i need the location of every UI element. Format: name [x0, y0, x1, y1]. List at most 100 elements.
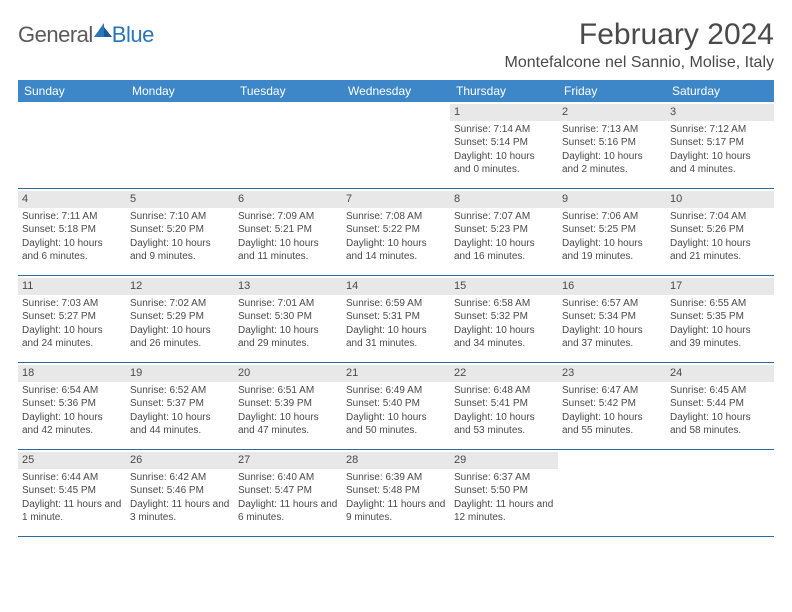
day-cell: 23Sunrise: 6:47 AMSunset: 5:42 PMDayligh… [558, 363, 666, 449]
daylight-text: Daylight: 10 hours and 14 minutes. [346, 237, 446, 264]
day-cell: 28Sunrise: 6:39 AMSunset: 5:48 PMDayligh… [342, 450, 450, 536]
day-number: 23 [562, 367, 574, 379]
day-cell: 11Sunrise: 7:03 AMSunset: 5:27 PMDayligh… [18, 276, 126, 362]
sunrise-text: Sunrise: 6:57 AM [562, 297, 662, 311]
sunrise-text: Sunrise: 6:49 AM [346, 384, 446, 398]
day-number: 11 [22, 280, 33, 292]
day-number: 24 [670, 367, 682, 379]
sunset-text: Sunset: 5:35 PM [670, 310, 770, 324]
day-number: 9 [562, 193, 568, 205]
day-cell: 27Sunrise: 6:40 AMSunset: 5:47 PMDayligh… [234, 450, 342, 536]
sunset-text: Sunset: 5:31 PM [346, 310, 446, 324]
day-number-row: 26 [126, 452, 234, 469]
calendar-page: General Blue February 2024 Montefalcone … [0, 0, 792, 547]
day-cell: 12Sunrise: 7:02 AMSunset: 5:29 PMDayligh… [126, 276, 234, 362]
daylight-text: Daylight: 10 hours and 58 minutes. [670, 411, 770, 438]
daylight-text: Daylight: 11 hours and 1 minute. [22, 498, 122, 525]
sunrise-text: Sunrise: 6:40 AM [238, 471, 338, 485]
daylight-text: Daylight: 11 hours and 9 minutes. [346, 498, 446, 525]
week-row: 25Sunrise: 6:44 AMSunset: 5:45 PMDayligh… [18, 450, 774, 537]
day-number-row: 12 [126, 278, 234, 295]
day-cell: 6Sunrise: 7:09 AMSunset: 5:21 PMDaylight… [234, 189, 342, 275]
daylight-text: Daylight: 10 hours and 24 minutes. [22, 324, 122, 351]
day-cell: 26Sunrise: 6:42 AMSunset: 5:46 PMDayligh… [126, 450, 234, 536]
daylight-text: Daylight: 10 hours and 2 minutes. [562, 150, 662, 177]
daylight-text: Daylight: 11 hours and 12 minutes. [454, 498, 554, 525]
day-number: 10 [670, 193, 682, 205]
day-number: 14 [346, 280, 358, 292]
day-number-row: 2 [558, 104, 666, 121]
daylight-text: Daylight: 10 hours and 50 minutes. [346, 411, 446, 438]
daylight-text: Daylight: 11 hours and 6 minutes. [238, 498, 338, 525]
daylight-text: Daylight: 10 hours and 55 minutes. [562, 411, 662, 438]
day-number: 15 [454, 280, 466, 292]
sunrise-text: Sunrise: 7:02 AM [130, 297, 230, 311]
daylight-text: Daylight: 10 hours and 21 minutes. [670, 237, 770, 264]
day-cell: 2Sunrise: 7:13 AMSunset: 5:16 PMDaylight… [558, 102, 666, 188]
day-cell [666, 450, 774, 536]
day-number: 27 [238, 454, 250, 466]
sunset-text: Sunset: 5:29 PM [130, 310, 230, 324]
sunset-text: Sunset: 5:26 PM [670, 223, 770, 237]
daylight-text: Daylight: 10 hours and 42 minutes. [22, 411, 122, 438]
dow-fri: Friday [558, 80, 666, 102]
daylight-text: Daylight: 10 hours and 6 minutes. [22, 237, 122, 264]
location-label: Montefalcone nel Sannio, Molise, Italy [505, 54, 774, 72]
daylight-text: Daylight: 10 hours and 9 minutes. [130, 237, 230, 264]
sunrise-text: Sunrise: 6:42 AM [130, 471, 230, 485]
sunset-text: Sunset: 5:41 PM [454, 397, 554, 411]
dow-wed: Wednesday [342, 80, 450, 102]
day-cell [126, 102, 234, 188]
day-cell [18, 102, 126, 188]
day-number-row: 7 [342, 191, 450, 208]
sunrise-text: Sunrise: 7:10 AM [130, 210, 230, 224]
sunset-text: Sunset: 5:18 PM [22, 223, 122, 237]
day-number-row: 18 [18, 365, 126, 382]
day-number-row: 19 [126, 365, 234, 382]
day-cell: 19Sunrise: 6:52 AMSunset: 5:37 PMDayligh… [126, 363, 234, 449]
day-cell: 7Sunrise: 7:08 AMSunset: 5:22 PMDaylight… [342, 189, 450, 275]
day-number-row: 24 [666, 365, 774, 382]
sunrise-text: Sunrise: 7:12 AM [670, 123, 770, 137]
daylight-text: Daylight: 10 hours and 29 minutes. [238, 324, 338, 351]
sunrise-text: Sunrise: 7:01 AM [238, 297, 338, 311]
day-of-week-header: Sunday Monday Tuesday Wednesday Thursday… [18, 80, 774, 102]
sunset-text: Sunset: 5:42 PM [562, 397, 662, 411]
sunset-text: Sunset: 5:34 PM [562, 310, 662, 324]
day-number: 21 [346, 367, 358, 379]
day-cell: 4 Sunrise: 7:11 AMSunset: 5:18 PMDaylight… [18, 189, 126, 275]
sunset-text: Sunset: 5:17 PM [670, 136, 770, 150]
day-cell: 5Sunrise: 7:10 AMSunset: 5:20 PMDaylight… [126, 189, 234, 275]
day-number: 29 [454, 454, 466, 466]
brand-part1: General [18, 22, 93, 48]
day-number: 18 [22, 367, 34, 379]
calendar-grid: Sunday Monday Tuesday Wednesday Thursday… [18, 80, 774, 537]
sunrise-text: Sunrise: 7:04 AM [670, 210, 770, 224]
day-cell: 20Sunrise: 6:51 AMSunset: 5:39 PMDayligh… [234, 363, 342, 449]
day-cell: 22Sunrise: 6:48 AMSunset: 5:41 PMDayligh… [450, 363, 558, 449]
week-row: 18Sunrise: 6:54 AMSunset: 5:36 PMDayligh… [18, 363, 774, 450]
sunrise-text: Sunrise: 7:14 AM [454, 123, 554, 137]
day-number-row: 4 [18, 191, 126, 208]
day-number: 2 [562, 106, 568, 118]
daylight-text: Daylight: 10 hours and 39 minutes. [670, 324, 770, 351]
day-number-row: 27 [234, 452, 342, 469]
dow-tue: Tuesday [234, 80, 342, 102]
sunrise-text: Sunrise: 7:11 AM [22, 210, 122, 224]
day-cell: 17Sunrise: 6:55 AMSunset: 5:35 PMDayligh… [666, 276, 774, 362]
day-cell [342, 102, 450, 188]
dow-sat: Saturday [666, 80, 774, 102]
day-cell [234, 102, 342, 188]
day-number: 5 [130, 193, 136, 205]
sunset-text: Sunset: 5:45 PM [22, 484, 122, 498]
day-number: 1 [454, 106, 460, 118]
sunset-text: Sunset: 5:40 PM [346, 397, 446, 411]
sunrise-text: Sunrise: 6:51 AM [238, 384, 338, 398]
day-cell: 1Sunrise: 7:14 AMSunset: 5:14 PMDaylight… [450, 102, 558, 188]
day-number-row: 5 [126, 191, 234, 208]
sunset-text: Sunset: 5:37 PM [130, 397, 230, 411]
sunrise-text: Sunrise: 7:08 AM [346, 210, 446, 224]
sunset-text: Sunset: 5:16 PM [562, 136, 662, 150]
sunset-text: Sunset: 5:50 PM [454, 484, 554, 498]
sunset-text: Sunset: 5:48 PM [346, 484, 446, 498]
